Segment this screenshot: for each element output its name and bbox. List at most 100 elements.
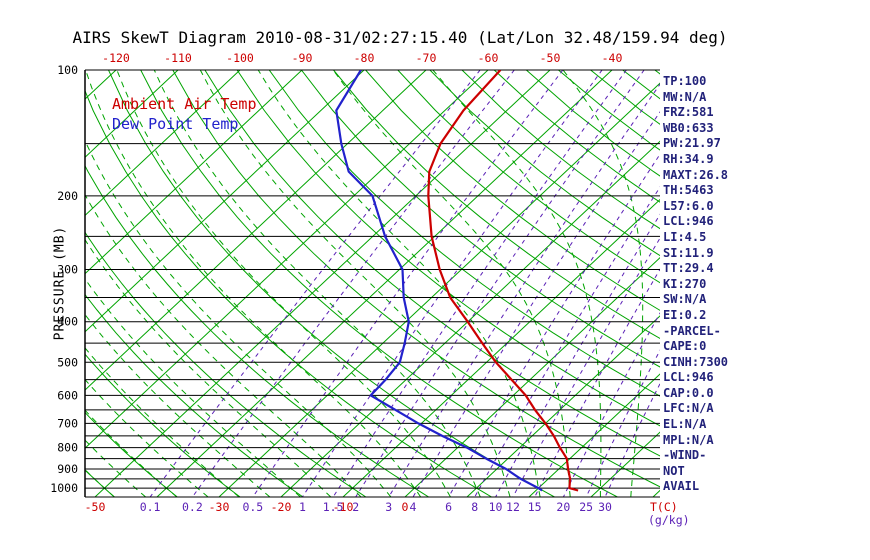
- dry-adiabat-line: [301, 70, 660, 368]
- mixing-ratio-tick-label: 1: [299, 500, 306, 514]
- temperature-curve: [427, 70, 579, 492]
- moist-adiabat-line: [153, 70, 481, 497]
- dry-adiabat-line: [85, 411, 178, 497]
- stat-line: MW:N/A: [663, 89, 707, 104]
- isotherm-line: [0, 70, 54, 497]
- moist-adiabat-line: [562, 70, 644, 497]
- top-temp-tick-label: -80: [354, 51, 375, 65]
- moist-adiabat-line: [257, 70, 541, 497]
- stat-line: RH:34.9: [663, 151, 714, 166]
- pressure-tick-label: 200: [57, 189, 78, 203]
- mixing-ratio-tick-label: 12: [506, 500, 520, 514]
- mixing-ratio-line: [191, 70, 515, 497]
- bottom-temp-tick-label: 0: [402, 500, 409, 514]
- mixing-ratio-line: [534, 268, 660, 497]
- bottom-temp-tick-label: -30: [209, 500, 230, 514]
- stat-line: MPL:N/A: [663, 432, 714, 447]
- isotherm-line: [85, 70, 303, 275]
- top-temp-tick-label: -40: [602, 51, 623, 65]
- isotherm-line: [94, 70, 551, 497]
- dry-adiabat-line: [397, 70, 660, 284]
- dry-adiabat-line: [333, 70, 660, 340]
- moist-adiabat-line: [432, 70, 602, 497]
- stat-line: KI:270: [663, 276, 707, 291]
- legend-ambient-air-temp: Ambient Air Temp: [112, 95, 257, 113]
- stat-line: CAP:0.0: [663, 385, 714, 400]
- mixing-ratio-tick-label: 4: [410, 500, 417, 514]
- moist-adiabat-line: [85, 378, 209, 497]
- dry-adiabat-line: [85, 164, 429, 497]
- isotherm-line: [85, 70, 179, 158]
- moist-adiabat-line: [85, 238, 332, 497]
- dry-adiabat-line: [268, 70, 660, 397]
- mixing-ratio-line: [412, 111, 660, 497]
- stats-panel: TP:100 MW:N/A FRZ:581 WB0:633 PW:21.97 RH:34.…: [663, 74, 728, 495]
- mixing-ratio-tick-label: 3: [385, 500, 392, 514]
- stat-line: AVAIL: [663, 479, 700, 494]
- top-temp-tick-label: -90: [292, 51, 313, 65]
- isotherm-line: [85, 70, 489, 449]
- stat-line: TP:100: [663, 74, 707, 88]
- stat-line: LCL:946: [663, 214, 714, 229]
- top-temp-tick-label: -100: [226, 51, 254, 65]
- moist-adiabat-line: [85, 278, 301, 497]
- mixing-ratio-tick-label: 0.1: [140, 500, 161, 514]
- mixing-ratio-tick-label: 8: [471, 500, 478, 514]
- pressure-tick-label: 900: [57, 462, 78, 476]
- dry-adiabat-line: [85, 353, 241, 497]
- top-temp-tick-label: -50: [540, 51, 561, 65]
- mixing-ratio-tick-label: 6: [445, 500, 452, 514]
- stat-line: NOT: [663, 463, 685, 478]
- stat-line: LFC:N/A: [663, 401, 714, 416]
- mixing-ratio-tick-label: 0.5: [242, 500, 263, 514]
- isotherm-line: [466, 315, 660, 497]
- mixing-ratio-line: [512, 237, 660, 497]
- isotherm-line: [156, 70, 613, 497]
- moist-adiabat-line: [85, 193, 362, 497]
- bottom-temp-tick-label: -10: [333, 500, 354, 514]
- mixing-ratio-line: [332, 70, 627, 497]
- mixing-ratio-tick-label: 0.2: [182, 500, 203, 514]
- isotherm-line: [85, 70, 117, 100]
- mixing-ratio-line: [252, 70, 564, 497]
- isotherm-line: [280, 140, 660, 497]
- moist-adiabat-line: [85, 347, 240, 497]
- top-temp-tick-label: -110: [164, 51, 192, 65]
- top-temp-tick-label: -120: [102, 51, 130, 65]
- dry-adiabat-line: [172, 70, 660, 488]
- stat-line: TT:29.4: [663, 261, 714, 276]
- mixing-ratio-line: [562, 312, 660, 497]
- dry-adiabat-line: [140, 70, 618, 497]
- pressure-tick-label: 700: [57, 416, 78, 430]
- dry-adiabat-line: [85, 293, 304, 497]
- mixing-ratio-line: [448, 153, 660, 497]
- isotherm-line: [85, 70, 241, 217]
- mixing-ratio-line: [474, 186, 660, 497]
- stat-line: L57:6.0: [663, 198, 714, 213]
- bottom-temp-tick-label: -50: [85, 500, 106, 514]
- stat-line: LI:4.5: [663, 229, 707, 244]
- stat-line: FRZ:581: [663, 105, 714, 120]
- stat-line: SI:11.9: [663, 245, 714, 260]
- pressure-tick-label: 300: [57, 263, 78, 277]
- dewpoint-curve: [335, 70, 543, 492]
- mixing-ratio-tick-label: 15: [528, 500, 542, 514]
- mixing-ratio-tick-label: 25: [579, 500, 593, 514]
- pressure-tick-label: 500: [57, 355, 78, 369]
- stat-line: SW:N/A: [663, 292, 707, 307]
- pressure-tick-label: 400: [57, 315, 78, 329]
- top-temp-tick-label: -60: [478, 51, 499, 65]
- chart-title: AIRS SkewT Diagram 2010-08-31/02:27:15.4…: [72, 28, 728, 47]
- moist-adiabat-line: [85, 139, 392, 497]
- stat-line: TH:5463: [663, 183, 714, 198]
- isotherm-line: [85, 70, 427, 391]
- pressure-tick-label: 800: [57, 441, 78, 455]
- dry-adiabat-line: [429, 70, 660, 257]
- moist-adiabat-line: [85, 70, 422, 497]
- pressure-tick-label: 1000: [50, 481, 78, 495]
- bottom-temp-tick-label: -20: [271, 500, 292, 514]
- dry-adiabat-line: [85, 89, 492, 497]
- stat-line: PW:21.97: [663, 136, 721, 151]
- dry-adiabat-line: [85, 469, 115, 497]
